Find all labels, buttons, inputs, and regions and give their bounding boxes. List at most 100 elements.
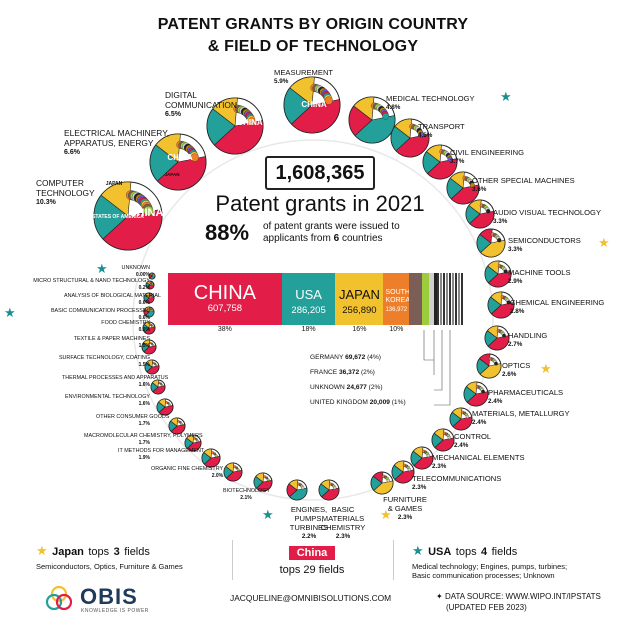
bubble-basic-communication-processes (143, 306, 155, 318)
bubble-organic-fine-chemistry (223, 462, 243, 482)
gold-star-icon: ★ (598, 235, 610, 250)
field-share: 2.9% (508, 278, 523, 285)
field-label-electrical-machinery-apparatus-energy: ELECTRICAL MACHINERY, APPARATUS, ENERGY 6… (64, 128, 174, 158)
field-label-control: CONTROL 2.4% (454, 432, 491, 450)
teal-star-icon: ★ (412, 543, 424, 558)
gold-star-icon: ★ (36, 543, 48, 558)
field-share: 3.3% (508, 246, 523, 253)
computer-japan-label: JAPAN (106, 181, 123, 187)
gold-star-icon: ★ (540, 361, 552, 376)
small-country-legend: GERMANY 69,672 (4%) FRANCE 36,372 (2%) UNK… (310, 354, 456, 414)
bar-segment-other (446, 273, 448, 325)
measurement-china-label: CHINA (301, 100, 327, 109)
china-badge: China (288, 546, 336, 560)
legend-germany: GERMANY 69,672 (4%) (310, 354, 432, 362)
field-share: 3.7% (450, 158, 465, 165)
computer-usa-label: UNITED STATES OF AMERICA (72, 214, 144, 220)
field-label-biotechnology: BIOTECHNOLOGY 2.1% (223, 488, 271, 502)
bubble-control (431, 428, 455, 452)
field-share: 0.2% (138, 285, 150, 291)
field-share: 1.5% (138, 362, 150, 368)
field-share: 2.0% (211, 473, 224, 479)
field-name: BIOTECHNOLOGY (223, 488, 271, 494)
legend-share: (1%) (391, 399, 406, 406)
bar-share-row: 38% 18% 16% 10% (168, 326, 464, 336)
field-share: 2.4% (454, 442, 469, 449)
bar-share-south-korea: 10% (389, 326, 404, 333)
field-share: 1.6% (138, 382, 150, 388)
field-name: ELECTRICAL MACHINERY, APPARATUS, ENERGY (64, 128, 170, 148)
field-label-engines-pumps-turbines: ENGINES, PUMPS, TURBINES 2.2% (286, 505, 332, 541)
bubble-civil-engineering (422, 144, 458, 180)
bubble-measurement (283, 76, 341, 134)
ring-outline (132, 139, 494, 501)
field-label-telecommunications: TELECOMMUNICATIONS 2.3% (412, 474, 501, 492)
field-share: 1.7% (138, 421, 150, 427)
obis-logo: OBIS KNOWLEDGE IS POWER (44, 584, 194, 618)
field-share: 4.5% (418, 132, 433, 139)
field-name: MACHINE TOOLS (508, 268, 571, 277)
field-name: ANALYSIS OF BIOLOGICAL MATERIAL (64, 293, 161, 299)
field-name: COMPUTER TECHNOLOGY (36, 178, 95, 198)
field-name: SEMICONDUCTORS (508, 236, 581, 245)
bubble-materials-metallurgy (449, 407, 473, 431)
legend-united-kingdom: UNITED KINGDOM 20,009 (1%) (310, 399, 432, 407)
field-label-unknown: UNKNOWN 0.00% (118, 265, 150, 279)
field-name: BASIC COMMUNICATION PROCESSES (50, 308, 150, 314)
field-label-measurement: MEASUREMENT 5.9% (274, 68, 333, 86)
field-name: FURNITURE & GAMES (383, 495, 427, 513)
bubble-environmental-technology (156, 398, 174, 416)
field-label-optics: OPTICS 2.6% (502, 361, 530, 379)
bar-label: CHINA (193, 282, 257, 304)
field-label-materials-metallurgy: MATERIALS, METALLURGY 2.4% (472, 409, 570, 427)
bar-segment-usa: USA 286,205 (281, 273, 336, 325)
bar-segment-other (461, 273, 463, 325)
bubble-audio-visual-technology (465, 199, 495, 229)
field-share: 0.6% (138, 315, 150, 321)
share-percent: 88% (205, 220, 250, 245)
bar-segment-france (422, 273, 429, 325)
field-label-micro-structural-and-nano-technology: MICRO STRUCTURAL & NANO TECHNOLOGY 0.2% (32, 278, 150, 292)
field-name: AUDIO VISUAL TECHNOLOGY (493, 208, 602, 217)
field-share: 1.9% (138, 455, 150, 461)
bar-segment-germany (409, 273, 423, 325)
field-label-handling: HANDLING 2.7% (508, 331, 547, 349)
field-share: 0.9% (138, 327, 150, 333)
bar-label: JAPAN (338, 287, 380, 302)
field-name: MEASUREMENT (274, 68, 334, 77)
field-label-semiconductors: SEMICONDUCTORS 3.3% (508, 236, 581, 254)
computer-china-label: CHINA (129, 207, 164, 219)
bar-share-usa: 18% (301, 326, 316, 333)
bubble-micro-structural-and-nano-technology (145, 280, 155, 290)
bubble-medical-technology (348, 96, 396, 144)
bar-segment-japan: JAPAN 256,890 (335, 273, 384, 325)
data-source: ✦ DATA SOURCE: WWW.WIPO.INT/IPSTATS (UPD… (436, 592, 601, 612)
bubble-chemical-engineering (487, 291, 515, 319)
field-share: 2.3% (412, 484, 427, 491)
contact-email[interactable]: JACQUELINE@OMNIBISOLUTIONS.COM (230, 593, 392, 603)
bubble-machine-tools (484, 260, 512, 288)
country-stacked-bar: CHINA 607,758 USA 286,205 JAPAN 256,890 SOUTH … (168, 273, 464, 325)
bubble-electrical-machinery-apparatus-energy (149, 133, 207, 191)
field-name: MATERIALS, METALLURGY (472, 409, 570, 418)
field-share: 1.7% (138, 440, 150, 446)
legend-france: FRANCE 36,372 (2%) (310, 369, 432, 377)
field-label-civil-engineering: CIVIL ENGINEERING 3.7% (450, 148, 524, 166)
bar-share-japan: 16% (352, 326, 367, 333)
bar-value: 136,972 (385, 307, 408, 313)
logo-icon (45, 585, 73, 611)
usa-summary: ★ USA tops 4 fields Medical technology; … (412, 543, 568, 580)
bar-value: 256,890 (342, 305, 377, 316)
field-name: FOOD CHEMISTRY (101, 320, 150, 326)
field-share: 6.5% (165, 111, 181, 118)
field-label-food-chemistry: FOOD CHEMISTRY 0.9% (80, 320, 150, 334)
field-label-mechanical-elements: MECHANICAL ELEMENTS 2.3% (432, 453, 525, 471)
field-label-basic-communication-processes: BASIC COMMUNICATION PROCESSES 0.6% (8, 308, 150, 322)
field-name: ORGANIC FINE CHEMISTRY (151, 466, 224, 472)
legend-unknown: UNKNOWN 24,677 (2%) (310, 384, 432, 392)
field-share: 0.00% (135, 272, 150, 278)
field-label-medical-technology: MEDICAL TECHNOLOGY 4.8% (386, 94, 475, 112)
field-name: ENVIRONMENTAL TECHNOLOGY (65, 394, 150, 400)
field-label-furniture-and-games: FURNITURE & GAMES 2.3% (382, 495, 428, 522)
field-label-surface-technology-coating: SURFACE TECHNOLOGY, COATING 1.5% (54, 355, 150, 369)
